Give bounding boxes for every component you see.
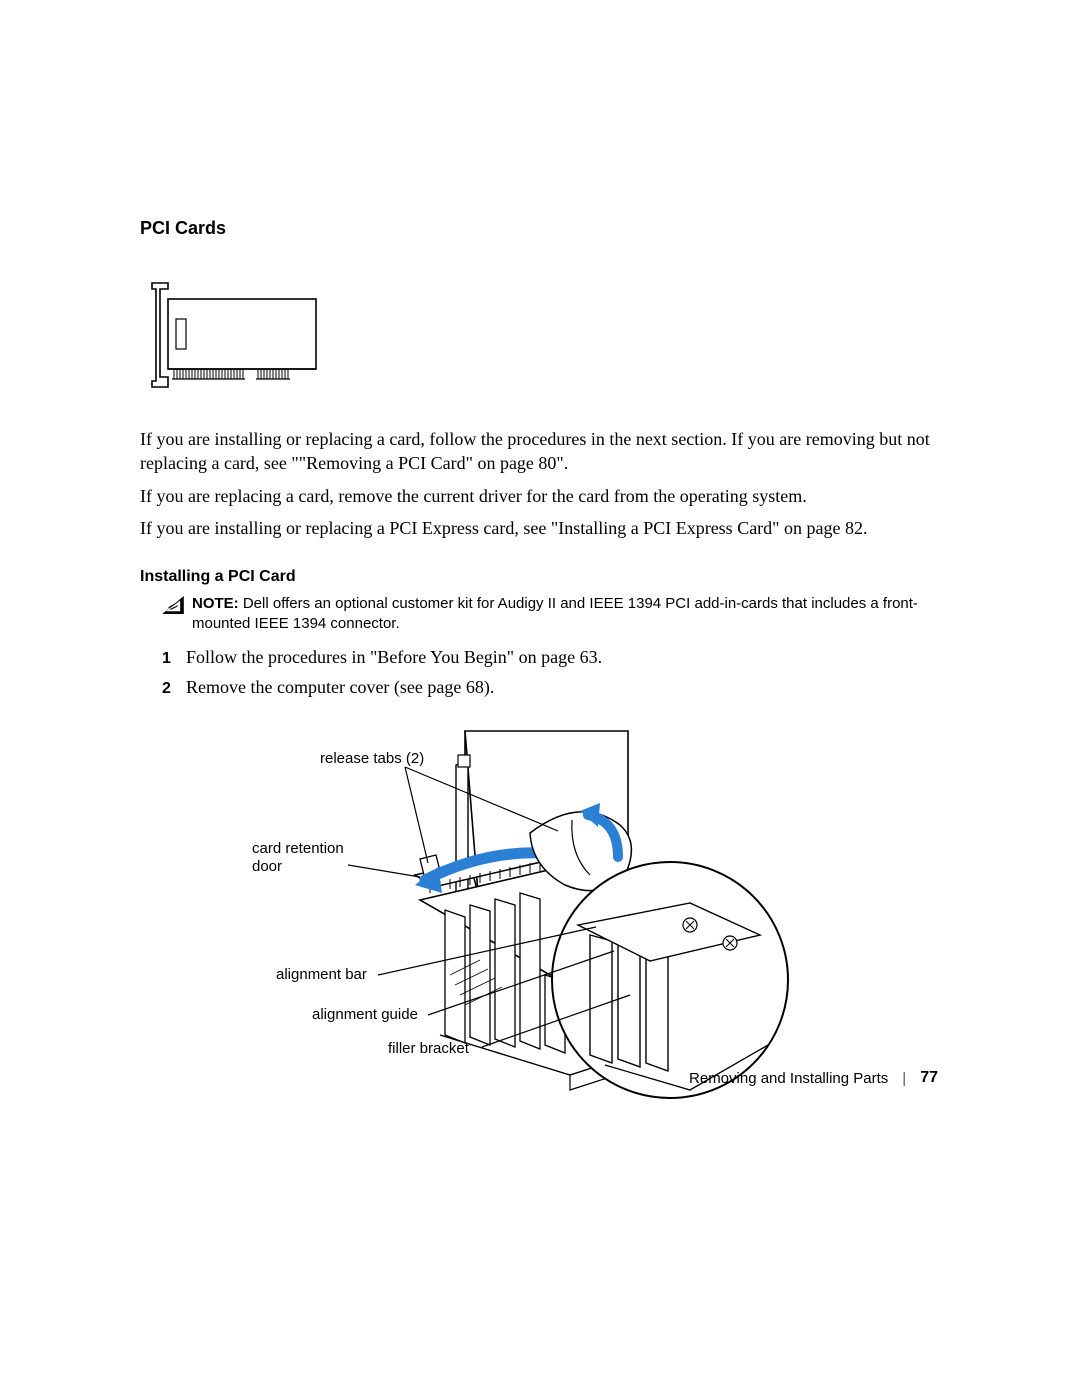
label-card-retention-door-1: card retention xyxy=(252,840,344,857)
footer-separator: | xyxy=(902,1070,906,1087)
note-label: NOTE: xyxy=(192,595,239,612)
label-filler-bracket: filler bracket xyxy=(388,1040,470,1057)
steps-list: 1 Follow the procedures in "Before You B… xyxy=(162,645,940,700)
label-alignment-guide: alignment guide xyxy=(312,1006,418,1023)
page-content: PCI Cards xyxy=(140,218,940,1130)
step-item: 2 Remove the computer cover (see page 68… xyxy=(162,675,940,699)
footer-chapter: Removing and Installing Parts xyxy=(689,1070,888,1087)
pci-card-illustration xyxy=(140,279,940,399)
label-release-tabs: release tabs (2) xyxy=(320,750,424,767)
note-text: NOTE: Dell offers an optional customer k… xyxy=(192,594,940,635)
intro-paragraph-2: If you are replacing a card, remove the … xyxy=(140,484,940,508)
step-number: 2 xyxy=(162,680,176,698)
step-text: Remove the computer cover (see page 68). xyxy=(186,675,494,699)
intro-paragraph-1: If you are installing or replacing a car… xyxy=(140,427,940,476)
subsection-heading: Installing a PCI Card xyxy=(140,568,940,586)
step-item: 1 Follow the procedures in "Before You B… xyxy=(162,645,940,669)
label-alignment-bar: alignment bar xyxy=(276,966,367,983)
step-text: Follow the procedures in "Before You Beg… xyxy=(186,645,602,669)
note-block: NOTE: Dell offers an optional customer k… xyxy=(162,594,940,635)
intro-paragraph-3: If you are installing or replacing a PCI… xyxy=(140,516,940,540)
label-card-retention-door-2: door xyxy=(252,858,282,875)
footer-page-number: 77 xyxy=(920,1069,938,1087)
note-icon xyxy=(162,596,184,614)
section-heading: PCI Cards xyxy=(140,218,940,239)
note-body: Dell offers an optional customer kit for… xyxy=(192,595,918,632)
page-footer: Removing and Installing Parts | 77 xyxy=(689,1069,938,1087)
step-number: 1 xyxy=(162,650,176,668)
